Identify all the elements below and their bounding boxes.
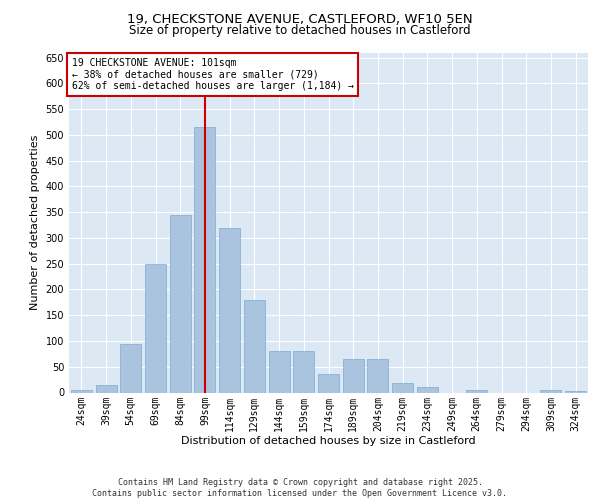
Bar <box>293 352 314 393</box>
Bar <box>367 359 388 392</box>
Bar <box>318 374 339 392</box>
Bar <box>541 390 562 392</box>
Bar <box>219 228 240 392</box>
Bar <box>71 390 92 392</box>
Bar <box>343 359 364 392</box>
Bar <box>95 385 116 392</box>
Bar <box>244 300 265 392</box>
Bar <box>170 215 191 392</box>
Text: 19, CHECKSTONE AVENUE, CASTLEFORD, WF10 5EN: 19, CHECKSTONE AVENUE, CASTLEFORD, WF10 … <box>127 12 473 26</box>
Bar <box>392 383 413 392</box>
Bar <box>466 390 487 392</box>
Y-axis label: Number of detached properties: Number of detached properties <box>30 135 40 310</box>
Text: 19 CHECKSTONE AVENUE: 101sqm
← 38% of detached houses are smaller (729)
62% of s: 19 CHECKSTONE AVENUE: 101sqm ← 38% of de… <box>71 58 353 91</box>
Text: Size of property relative to detached houses in Castleford: Size of property relative to detached ho… <box>129 24 471 37</box>
Bar <box>417 388 438 392</box>
X-axis label: Distribution of detached houses by size in Castleford: Distribution of detached houses by size … <box>181 436 476 446</box>
Bar <box>269 352 290 393</box>
Bar <box>120 344 141 392</box>
Bar <box>145 264 166 392</box>
Text: Contains HM Land Registry data © Crown copyright and database right 2025.
Contai: Contains HM Land Registry data © Crown c… <box>92 478 508 498</box>
Bar <box>194 127 215 392</box>
